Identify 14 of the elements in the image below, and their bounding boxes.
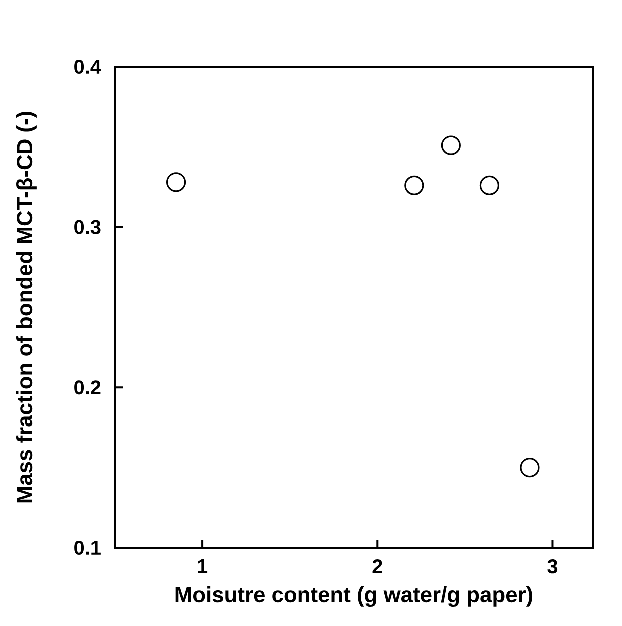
point	[166, 172, 186, 192]
x-axis-title: Moisutre content (g water/g paper)	[176, 586, 533, 608]
x-tick-label: 1	[198, 560, 208, 574]
y-tick-label: 0.1	[74, 540, 101, 556]
point	[441, 136, 461, 156]
x-tick-label: 3	[548, 560, 558, 574]
point	[520, 458, 540, 478]
y-axis-title: Mass fraction of bonded MCT-β-CD (-)	[16, 112, 37, 503]
y-tick-label: 0.4	[74, 60, 102, 74]
y-tick-label: 0.3	[74, 220, 101, 234]
x-tick-label: 2	[372, 560, 382, 574]
y-tick-label: 0.2	[74, 380, 101, 395]
point	[480, 176, 500, 196]
point	[404, 176, 424, 196]
